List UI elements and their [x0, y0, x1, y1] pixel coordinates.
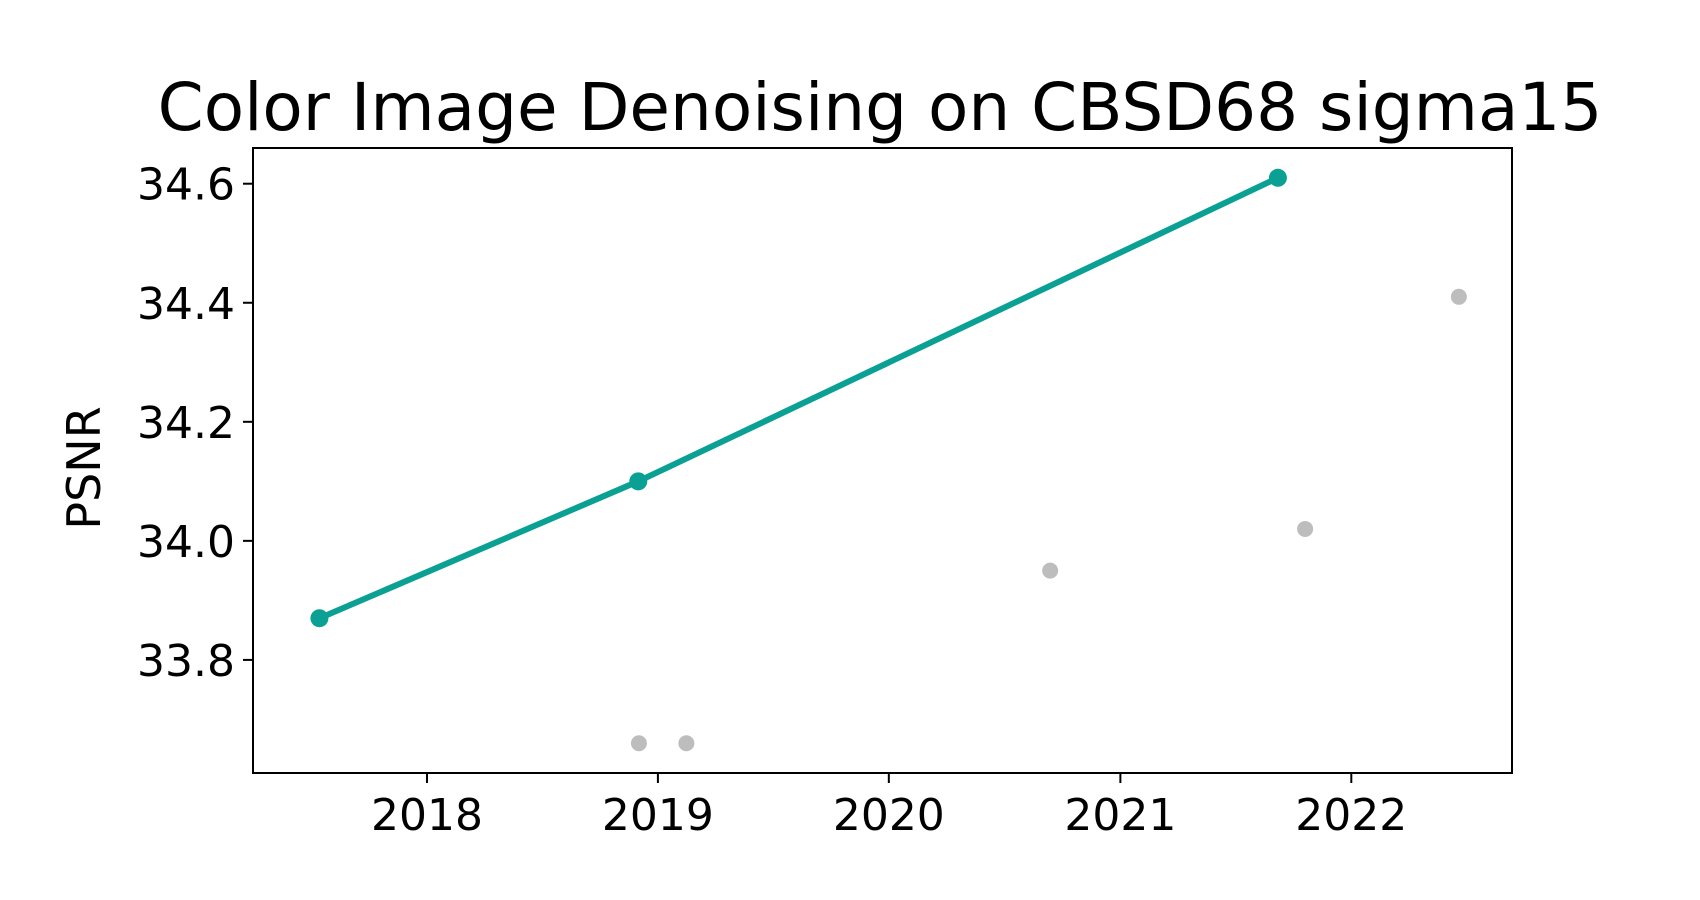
x-tick-label: 2019	[602, 790, 714, 841]
x-tick-label: 2021	[1064, 790, 1176, 841]
plot-frame	[252, 147, 1513, 774]
chart-title: Color Image Denoising on CBSD68 sigma15	[158, 69, 1603, 146]
x-axis-ticks: 2018 2019 2020 2021 2022	[371, 773, 1407, 841]
x-tick-label: 2020	[833, 790, 945, 841]
y-tick-label: 34.2	[137, 398, 235, 449]
sota-point	[310, 609, 329, 628]
other-point	[678, 735, 695, 752]
plot-series	[310, 168, 1467, 752]
other-point	[630, 735, 647, 752]
sota-point	[629, 472, 648, 491]
y-axis-label: PSNR	[57, 406, 111, 529]
y-tick-label: 34.4	[137, 279, 235, 330]
other-point	[1042, 562, 1059, 579]
sota-line	[318, 175, 1280, 621]
sota-point	[1268, 168, 1287, 187]
other-point	[1297, 520, 1314, 537]
y-axis-ticks: 33.8 34.0 34.2 34.4 34.6	[137, 160, 253, 687]
y-tick-label: 34.6	[137, 160, 235, 211]
y-tick-label: 33.8	[137, 636, 235, 687]
x-tick-label: 2018	[371, 790, 483, 841]
other-point	[1450, 288, 1467, 305]
y-tick-label: 34.0	[137, 517, 235, 568]
x-tick-label: 2022	[1295, 790, 1407, 841]
